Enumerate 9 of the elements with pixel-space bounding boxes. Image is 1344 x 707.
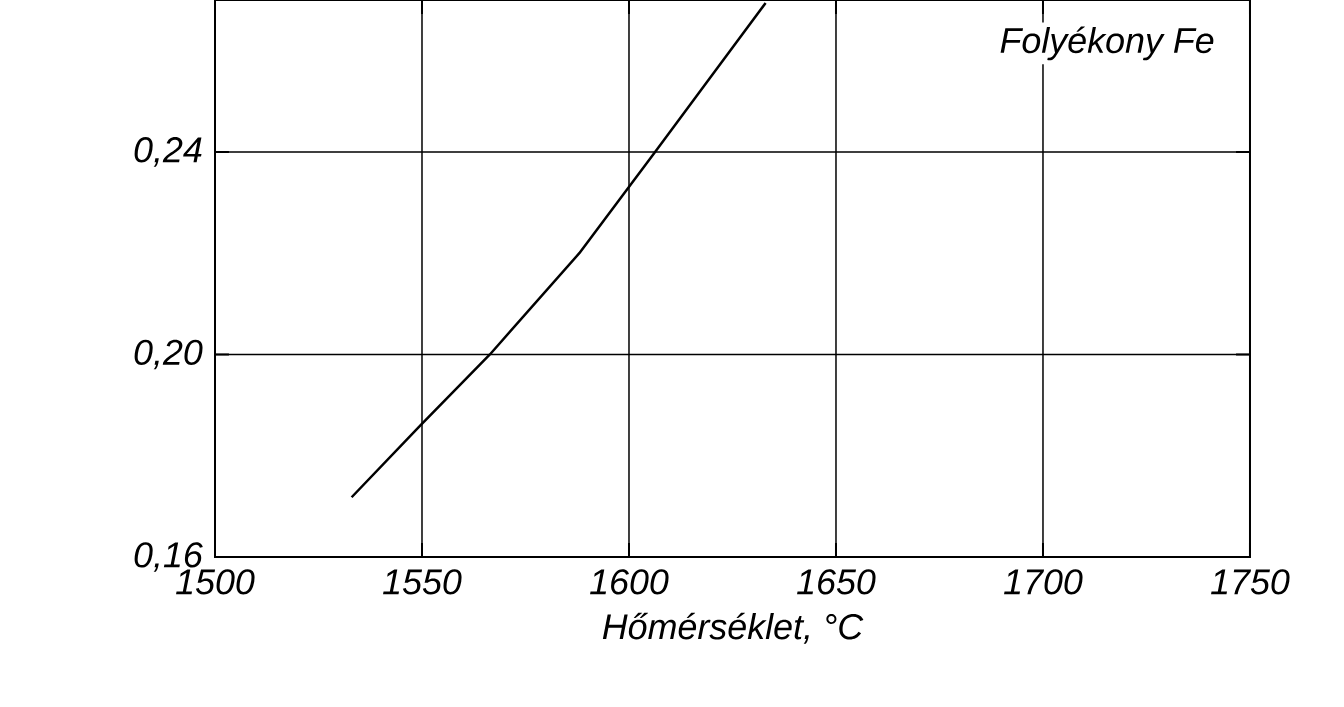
y-tick-label: 0,24 xyxy=(134,137,202,167)
x-tick-label: 1600 xyxy=(590,569,669,595)
x-tick-label: 1750 xyxy=(1211,569,1290,595)
annotation: Folyékony Fe xyxy=(1000,26,1214,61)
x-tick-label: 1650 xyxy=(797,569,876,595)
x-tick-label: 1550 xyxy=(383,569,462,595)
x-axis-title: Hőmérséklet, °C xyxy=(602,612,864,644)
y-tick-label: 0,20 xyxy=(134,339,203,370)
x-tick-label: 1700 xyxy=(1004,569,1083,595)
